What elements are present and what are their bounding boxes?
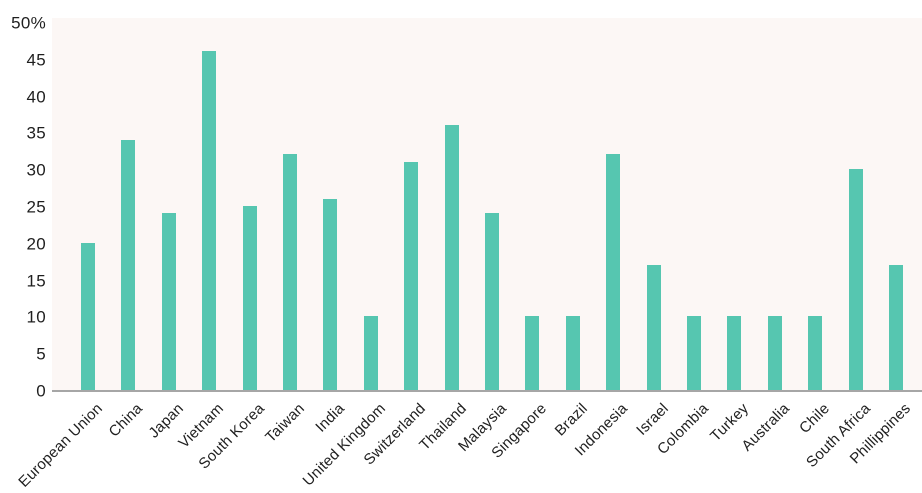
y-tick-label: 50% xyxy=(11,13,46,33)
y-tick-label: 5 xyxy=(36,344,46,364)
bar-israel xyxy=(646,264,661,390)
y-tick-label: 0 xyxy=(36,381,46,401)
x-category-label: Taiwan xyxy=(262,400,309,446)
x-category-label: India xyxy=(312,400,349,436)
bar-colombia xyxy=(687,316,701,390)
bar-switzerland xyxy=(404,161,419,390)
bar-chile xyxy=(808,316,823,390)
y-tick-label: 15 xyxy=(26,271,46,291)
bar-australia xyxy=(767,316,782,390)
x-category-label: China xyxy=(105,400,147,441)
bar-turkey xyxy=(727,316,742,390)
y-tick-label: 10 xyxy=(26,307,46,327)
bar-south-korea xyxy=(242,206,257,390)
bar-india xyxy=(323,198,338,390)
bar-brazil xyxy=(565,316,580,390)
bar-vietnam xyxy=(202,51,217,390)
bar-taiwan xyxy=(283,154,297,390)
y-tick-label: 20 xyxy=(26,234,46,254)
bar-malaysia xyxy=(485,213,499,390)
x-category-label: European Union xyxy=(15,400,107,491)
y-tick-label: 40 xyxy=(26,87,46,107)
bar-phillippines xyxy=(889,264,903,390)
x-axis-line xyxy=(52,390,922,392)
x-category-label: Chile xyxy=(796,400,834,437)
bar-european-union xyxy=(81,242,95,390)
bar-china xyxy=(121,139,136,390)
bar-thailand xyxy=(444,125,459,390)
y-tick-label: 45 xyxy=(26,50,46,70)
bar-singapore xyxy=(525,316,540,390)
y-tick-label: 35 xyxy=(26,123,46,143)
bar-japan xyxy=(161,213,176,390)
bar-indonesia xyxy=(606,154,621,390)
y-tick-label: 25 xyxy=(26,197,46,217)
bar-united-kingdom xyxy=(363,316,378,390)
bar-south-africa xyxy=(848,169,863,390)
y-tick-label: 30 xyxy=(26,160,46,180)
